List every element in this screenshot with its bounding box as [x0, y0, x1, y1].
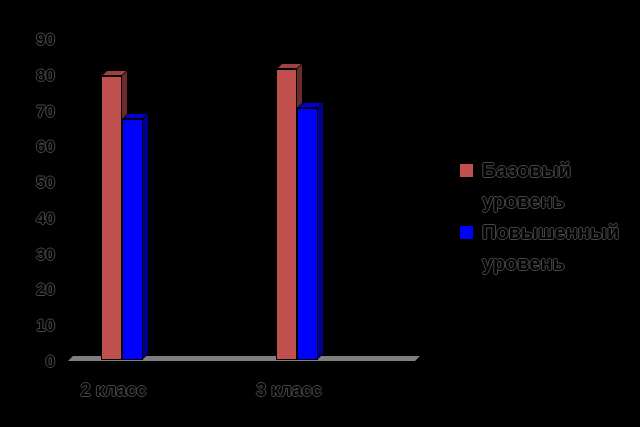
legend-item: Базовый уровень [458, 156, 618, 218]
y-axis-tick-label: 0 [45, 352, 55, 371]
legend-item: Повышенный уровень [458, 218, 620, 280]
bar-front-face [122, 119, 143, 360]
x-axis-category-label: 2 класс [80, 380, 147, 400]
y-axis-tick-label: 40 [36, 208, 55, 228]
legend-label: Базовый уровень [482, 160, 572, 213]
y-axis-tick-label: 70 [36, 101, 55, 121]
legend-label: Повышенный уровень [482, 222, 620, 275]
y-axis-tick-label: 90 [36, 29, 55, 49]
legend: Базовый уровень Повышенный уровень [458, 156, 620, 280]
bar-front-face [276, 69, 297, 360]
bar-front-face [101, 76, 122, 360]
legend-swatch [460, 226, 473, 239]
y-axis-tick-label: 10 [36, 316, 55, 336]
legend-swatch [460, 164, 473, 177]
y-axis-tick-label: 80 [36, 65, 55, 85]
x-axis-category-label: 3 класс [256, 380, 322, 400]
y-axis-tick-label: 50 [36, 173, 55, 193]
y-axis-tick-label: 20 [36, 280, 55, 300]
y-axis-tick-label: 30 [36, 244, 55, 264]
bar-front-face [297, 108, 318, 360]
bar-side-face [142, 112, 149, 360]
bar-side-face [317, 101, 324, 360]
y-axis-tick-label: 60 [36, 137, 55, 157]
